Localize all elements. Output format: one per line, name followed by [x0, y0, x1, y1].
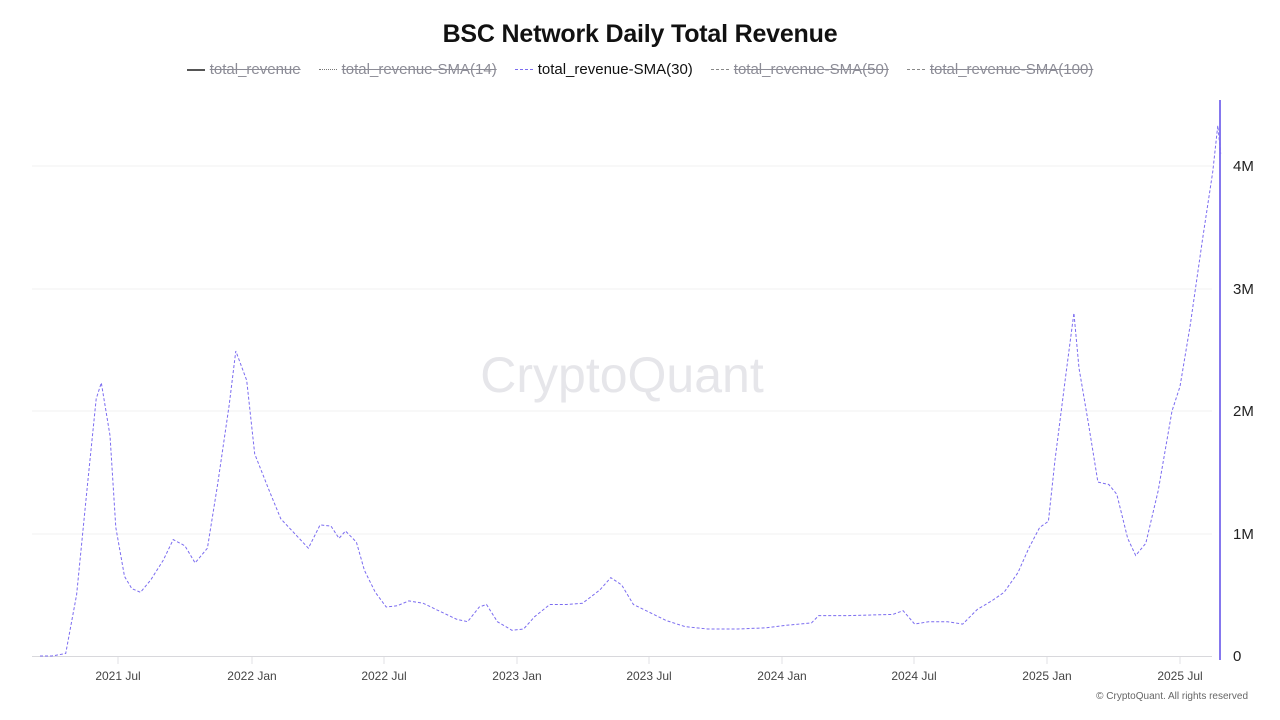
legend-dashed-line-icon — [514, 69, 533, 70]
x-tick-label: 2021 Jul — [95, 669, 140, 683]
legend-dashdot-line-icon — [906, 69, 925, 70]
legend-solid-line-icon — [186, 68, 205, 71]
y-tick-label: 3M — [1233, 281, 1254, 298]
y-tick-labels: 4M 3M 2M 1M 0 — [1233, 158, 1254, 665]
y-gridlines — [32, 165, 1212, 535]
copyright-notice: © CryptoQuant. All rights reserved — [1096, 691, 1248, 702]
legend-label: total_revenue-SMA(14) — [341, 61, 497, 78]
x-tick-label: 2025 Jan — [1022, 669, 1071, 683]
x-tick-label: 2025 Jul — [1157, 669, 1202, 683]
chart-legend: total_revenue total_revenue-SMA(14) tota… — [0, 61, 1280, 78]
legend-label: total_revenue-SMA(30) — [537, 61, 693, 78]
x-tick-label: 2024 Jul — [891, 669, 936, 683]
sma30-line[interactable] — [40, 125, 1222, 657]
x-tick-label: 2023 Jan — [492, 669, 541, 683]
x-tick-label: 2022 Jul — [361, 669, 406, 683]
legend-dotted-line-icon — [318, 69, 337, 70]
x-tick-label: 2024 Jan — [757, 669, 806, 683]
x-tick-label: 2022 Jan — [227, 669, 276, 683]
legend-item-sma100[interactable]: total_revenue-SMA(100) — [906, 61, 1094, 78]
legend-dashdot-line-icon — [710, 69, 729, 70]
x-tick-labels: 2021 Jul 2022 Jan 2022 Jul 2023 Jan 2023… — [95, 669, 1202, 683]
legend-item-sma14[interactable]: total_revenue-SMA(14) — [318, 61, 497, 78]
y-tick-label: 0 — [1233, 648, 1241, 665]
legend-item-sma30[interactable]: total_revenue-SMA(30) — [514, 61, 693, 78]
y-tick-label: 4M — [1233, 158, 1254, 175]
x-axis-ticks — [117, 657, 1181, 664]
chart-title: BSC Network Daily Total Revenue — [442, 20, 838, 48]
legend-label: total_revenue-SMA(100) — [929, 61, 1094, 78]
legend-label: total_revenue-SMA(50) — [733, 61, 889, 78]
legend-item-total-revenue[interactable]: total_revenue — [186, 61, 301, 78]
watermark: CryptoQuant — [480, 347, 764, 403]
legend-label: total_revenue — [209, 61, 301, 78]
x-tick-label: 2023 Jul — [626, 669, 671, 683]
y-tick-label: 1M — [1233, 526, 1254, 543]
legend-item-sma50[interactable]: total_revenue-SMA(50) — [710, 61, 889, 78]
y-tick-label: 2M — [1233, 403, 1254, 420]
